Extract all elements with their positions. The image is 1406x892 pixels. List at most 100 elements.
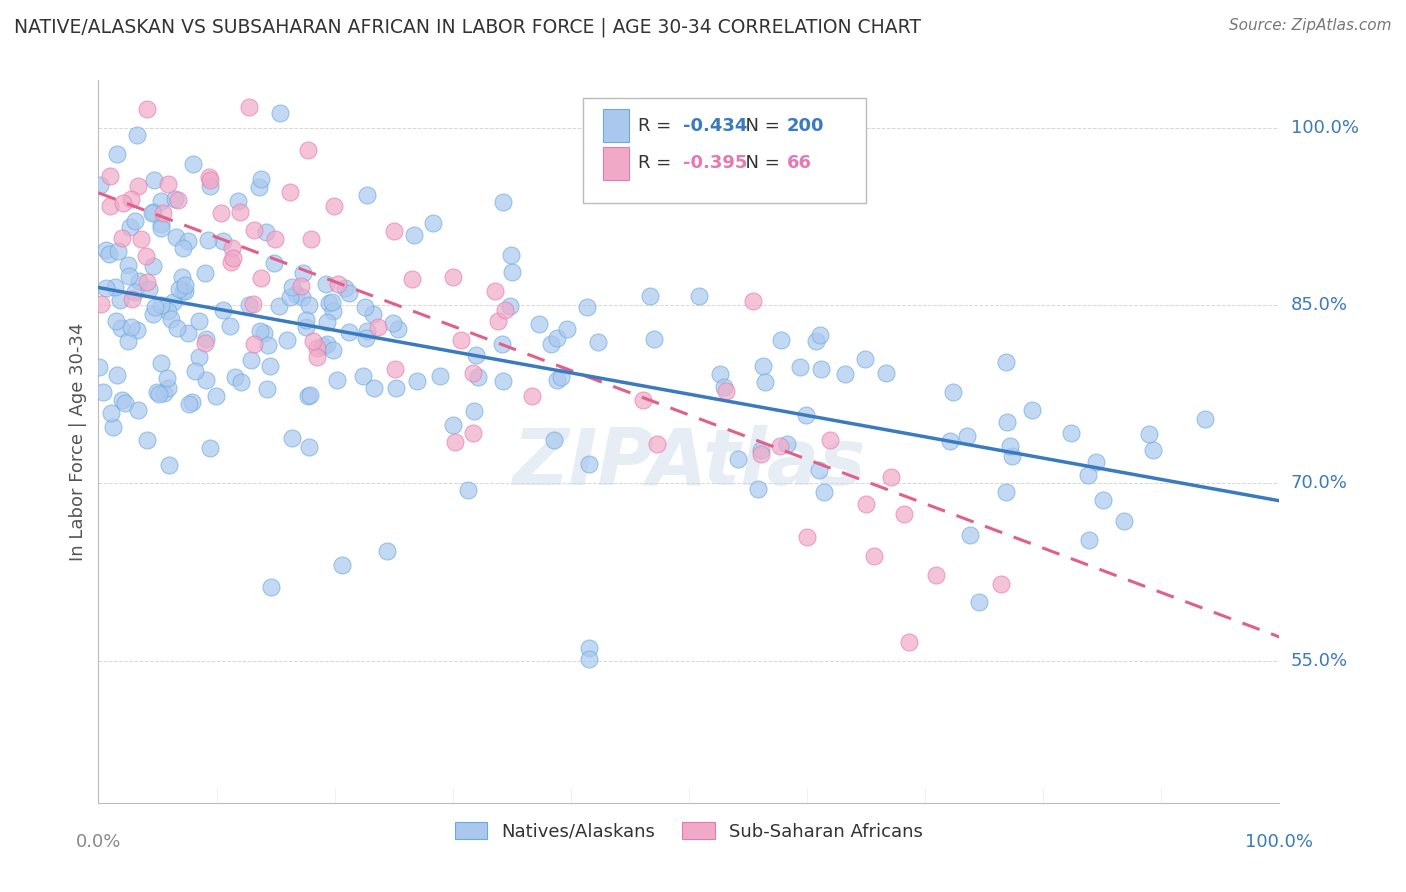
Point — [226, 194, 249, 208]
Point — [959, 528, 981, 542]
Point — [264, 232, 287, 246]
Point — [259, 580, 281, 594]
Point — [153, 385, 176, 400]
Point — [242, 297, 264, 311]
Point — [229, 376, 252, 390]
Point — [322, 343, 344, 358]
Point — [863, 549, 886, 563]
Point — [834, 367, 856, 381]
Point — [1021, 403, 1043, 417]
Text: -0.434: -0.434 — [683, 117, 748, 135]
Point — [129, 232, 152, 246]
Point — [769, 333, 792, 347]
Point — [98, 199, 121, 213]
Point — [103, 420, 125, 434]
Point — [117, 334, 139, 348]
Point — [752, 359, 775, 373]
Y-axis label: In Labor Force | Age 30-34: In Labor Force | Age 30-34 — [69, 322, 87, 561]
Point — [337, 285, 360, 300]
Point — [939, 434, 962, 449]
Text: Source: ZipAtlas.com: Source: ZipAtlas.com — [1229, 18, 1392, 33]
Point — [219, 319, 242, 334]
Point — [385, 381, 408, 395]
Point — [994, 484, 1017, 499]
Point — [361, 307, 384, 321]
Point — [125, 322, 148, 336]
Point — [499, 247, 522, 261]
Point — [229, 204, 252, 219]
Text: NATIVE/ALASKAN VS SUBSAHARAN AFRICAN IN LABOR FORCE | AGE 30-34 CORRELATION CHAR: NATIVE/ALASKAN VS SUBSAHARAN AFRICAN IN … — [14, 18, 921, 37]
Point — [222, 252, 245, 266]
Point — [166, 320, 188, 334]
Point — [128, 274, 150, 288]
Point — [467, 369, 489, 384]
Point — [307, 341, 329, 355]
Point — [301, 334, 323, 348]
Point — [441, 418, 464, 433]
Point — [121, 193, 143, 207]
Point — [118, 220, 141, 235]
Point — [375, 544, 398, 558]
Point — [243, 222, 266, 236]
Point — [173, 278, 195, 293]
Point — [312, 339, 335, 353]
Point — [727, 451, 749, 466]
Point — [387, 322, 409, 336]
Point — [177, 397, 200, 411]
Point — [291, 290, 314, 304]
Text: 100.0%: 100.0% — [1291, 119, 1358, 136]
Point — [219, 254, 242, 268]
Point — [110, 321, 132, 335]
Point — [157, 381, 180, 395]
Point — [143, 173, 166, 187]
Point — [267, 299, 290, 313]
Point — [328, 277, 350, 292]
Point — [249, 324, 271, 338]
Point — [143, 300, 166, 314]
Point — [105, 368, 128, 382]
Point — [875, 366, 897, 380]
Text: R =: R = — [638, 117, 678, 135]
Point — [117, 259, 139, 273]
Point — [769, 439, 792, 453]
Point — [211, 234, 233, 248]
Point — [520, 389, 543, 403]
Point — [136, 275, 159, 289]
Point — [457, 483, 479, 498]
Point — [463, 404, 485, 418]
Legend: Natives/Alaskans, Sub-Saharan Africans: Natives/Alaskans, Sub-Saharan Africans — [447, 814, 931, 848]
Point — [148, 387, 170, 401]
Point — [238, 298, 260, 312]
Point — [138, 282, 160, 296]
Point — [172, 241, 194, 255]
Point — [441, 269, 464, 284]
Point — [117, 268, 139, 283]
Point — [256, 382, 278, 396]
Point — [356, 324, 378, 338]
Point — [184, 364, 207, 378]
Point — [401, 272, 423, 286]
Point — [808, 328, 831, 343]
Text: R =: R = — [638, 154, 678, 172]
Point — [527, 317, 550, 331]
Point — [501, 265, 523, 279]
Point — [461, 426, 484, 441]
Point — [108, 293, 131, 308]
Point — [142, 205, 165, 219]
Point — [880, 470, 903, 484]
Point — [643, 332, 665, 346]
Point — [149, 297, 172, 311]
Point — [193, 266, 215, 280]
Point — [897, 634, 920, 648]
Point — [796, 530, 818, 544]
Point — [323, 199, 346, 213]
Point — [152, 206, 174, 220]
Point — [125, 128, 148, 142]
Point — [789, 360, 811, 375]
Point — [188, 314, 211, 328]
Point — [269, 106, 291, 120]
Point — [297, 389, 319, 403]
Point — [491, 336, 513, 351]
Point — [249, 172, 271, 186]
Point — [1092, 493, 1115, 508]
